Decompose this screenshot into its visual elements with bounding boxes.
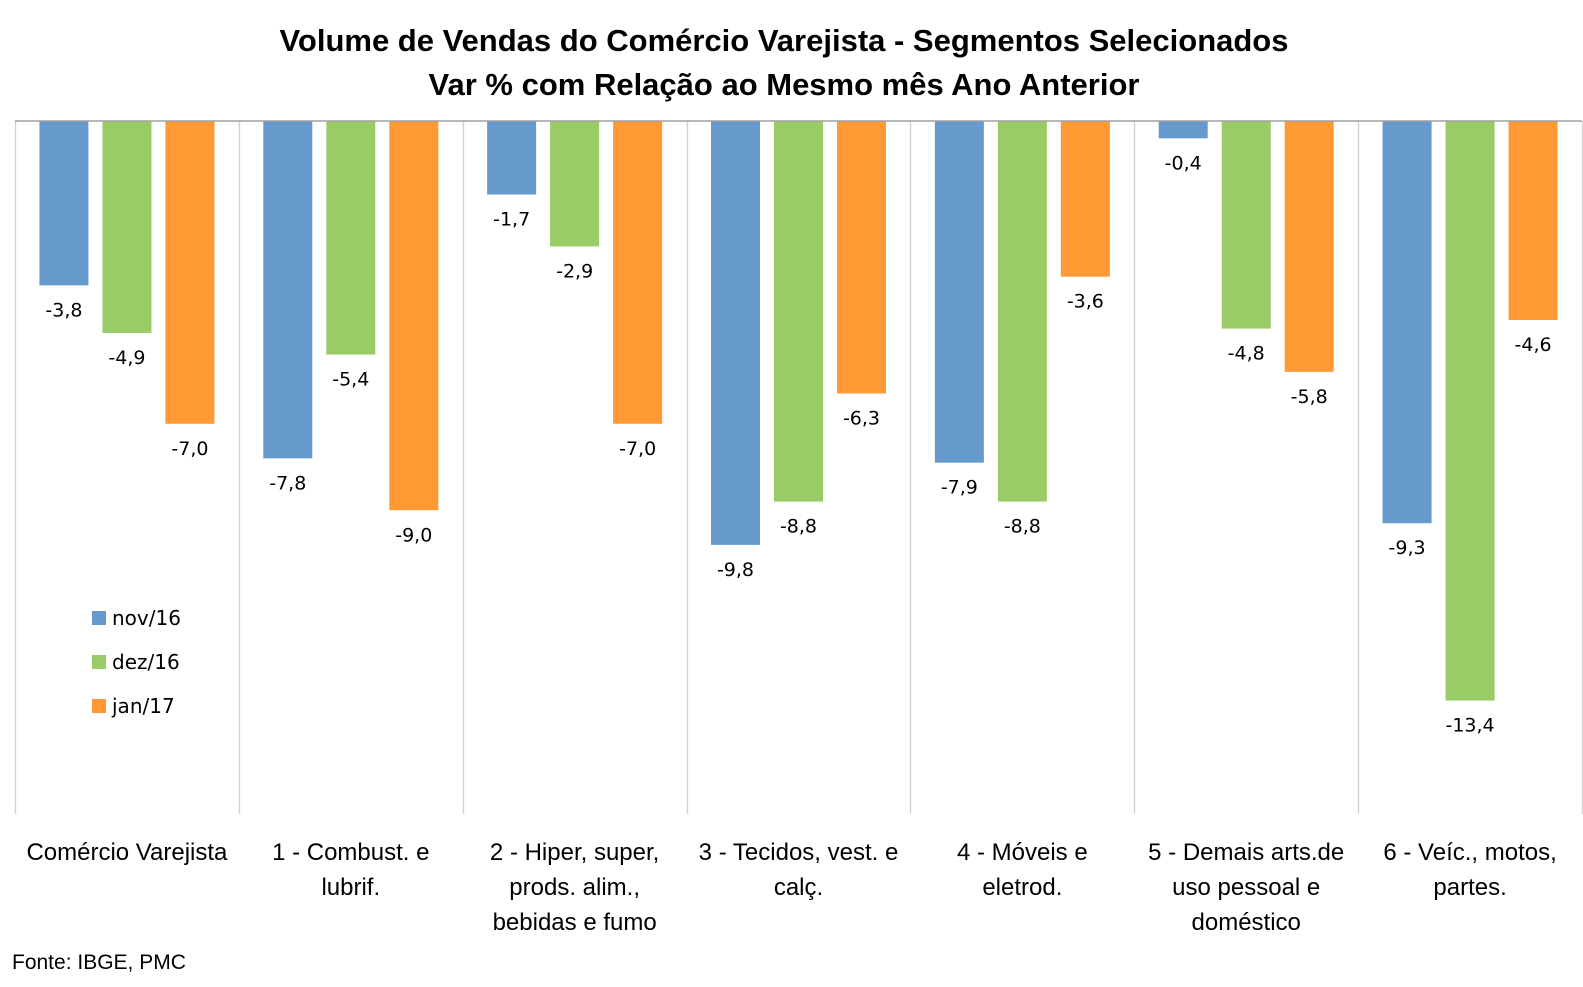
bar-jan-17 [165, 121, 215, 424]
bar-dez-16 [1221, 121, 1271, 329]
category-label: Comércio Varejista [26, 839, 228, 866]
bar-jan-17 [1284, 121, 1334, 372]
bar-dez-16 [550, 121, 600, 247]
data-label: -5,8 [1291, 386, 1328, 408]
bar-dez-16 [997, 121, 1047, 502]
category-label: doméstico [1192, 909, 1301, 936]
category-label: bebidas e fumo [493, 909, 657, 936]
legend-swatch [92, 655, 106, 669]
legend-label: dez/16 [112, 650, 180, 674]
data-label: -8,8 [780, 516, 817, 538]
bar-nov-16 [934, 121, 984, 463]
bar-jan-17 [613, 121, 663, 424]
data-label: -2,9 [556, 260, 593, 282]
plot-area: -3,8 -7,8 -1,7 -9,8 -7,9 -0,4 -9,3 -4,9 -5,4 -2,9… [14, 120, 1583, 936]
data-label: -7,8 [269, 472, 306, 494]
legend: nov/16 dez/16 jan/17 [92, 606, 181, 718]
source-note: Fonte: IBGE, PMC [12, 951, 186, 974]
bar-jan-17 [1508, 121, 1558, 320]
bar-nov-16 [1382, 121, 1432, 524]
data-label: -7,0 [171, 438, 208, 460]
data-label: -9,0 [395, 524, 432, 546]
bar-nov-16 [1158, 121, 1208, 139]
category-label: uso pessoal e [1172, 874, 1320, 901]
legend-label: nov/16 [112, 606, 181, 630]
data-label: -8,8 [1004, 516, 1041, 538]
category-label: 1 - Combust. e [272, 839, 429, 866]
category-label: 6 - Veíc., motos, [1383, 839, 1556, 866]
category-label: 3 - Tecidos, vest. e [699, 839, 899, 866]
legend-swatch [92, 611, 106, 625]
data-label: -4,6 [1515, 334, 1552, 356]
legend-label: jan/17 [111, 694, 175, 718]
bar-jan-17 [837, 121, 886, 394]
category-label: 2 - Hiper, super, [490, 839, 659, 866]
data-label: -6,3 [843, 407, 880, 429]
data-label: -5,4 [332, 369, 369, 391]
bar-nov-16 [487, 121, 537, 195]
bar-nov-16 [263, 121, 313, 459]
bar-jan-17 [389, 121, 439, 511]
category-label: lubrif. [321, 874, 380, 901]
data-label: -0,4 [1165, 152, 1202, 174]
data-label: -7,0 [619, 438, 656, 460]
data-label: -3,6 [1067, 291, 1104, 313]
data-label: -9,8 [717, 559, 754, 581]
data-label: -3,8 [45, 299, 82, 321]
data-label: -7,9 [941, 477, 978, 499]
bar-dez-16 [326, 121, 376, 355]
bar-nov-16 [711, 121, 760, 545]
bar-dez-16 [1445, 121, 1495, 701]
data-label: -4,8 [1228, 343, 1265, 365]
bar-dez-16 [102, 121, 152, 333]
category-label: prods. alim., [509, 874, 640, 901]
chart-title-line-2: Var % com Relação ao Mesmo mês Ano Anter… [429, 67, 1140, 102]
data-label: -1,7 [493, 209, 530, 231]
bar-jan-17 [1060, 121, 1110, 277]
category-label: 5 - Demais arts.de [1148, 839, 1344, 866]
data-label: -13,4 [1445, 715, 1494, 737]
legend-swatch [92, 699, 106, 713]
category-label: eletrod. [982, 874, 1062, 901]
category-label: 4 - Móveis e [957, 839, 1088, 866]
bar-dez-16 [774, 121, 823, 502]
chart-title-line-1: Volume de Vendas do Comércio Varejista -… [280, 23, 1289, 58]
bar-nov-16 [39, 121, 89, 286]
data-label: -4,9 [108, 347, 145, 369]
category-label: partes. [1433, 874, 1506, 901]
data-label: -9,3 [1389, 537, 1426, 559]
category-label: calç. [774, 874, 823, 901]
